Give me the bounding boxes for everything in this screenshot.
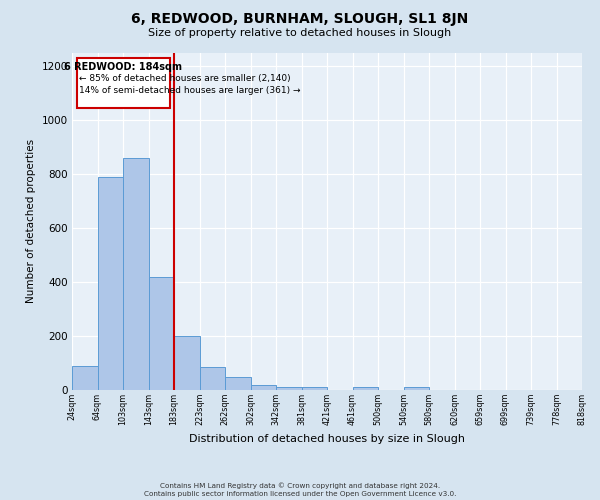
Bar [302,388,327,390]
Bar [97,176,123,390]
X-axis label: Distribution of detached houses by size in Slough: Distribution of detached houses by size … [189,434,465,444]
Text: 6, REDWOOD, BURNHAM, SLOUGH, SL1 8JN: 6, REDWOOD, BURNHAM, SLOUGH, SL1 8JN [131,12,469,26]
Text: ← 85% of detached houses are smaller (2,140): ← 85% of detached houses are smaller (2,… [79,74,290,83]
Bar [199,367,225,390]
Bar [123,158,149,390]
Y-axis label: Number of detached properties: Number of detached properties [26,139,36,304]
Bar [404,388,429,390]
Bar [174,336,199,390]
Text: 6 REDWOOD: 184sqm: 6 REDWOOD: 184sqm [64,62,182,72]
Text: Contains HM Land Registry data © Crown copyright and database right 2024.: Contains HM Land Registry data © Crown c… [160,482,440,489]
Text: Size of property relative to detached houses in Slough: Size of property relative to detached ho… [148,28,452,38]
Bar [225,376,251,390]
Text: Contains public sector information licensed under the Open Government Licence v3: Contains public sector information licen… [144,491,456,497]
Text: 14% of semi-detached houses are larger (361) →: 14% of semi-detached houses are larger (… [79,86,300,95]
Bar [276,388,302,390]
Bar [72,366,97,390]
FancyBboxPatch shape [77,58,170,108]
Bar [353,388,378,390]
Bar [149,276,174,390]
Bar [251,384,276,390]
